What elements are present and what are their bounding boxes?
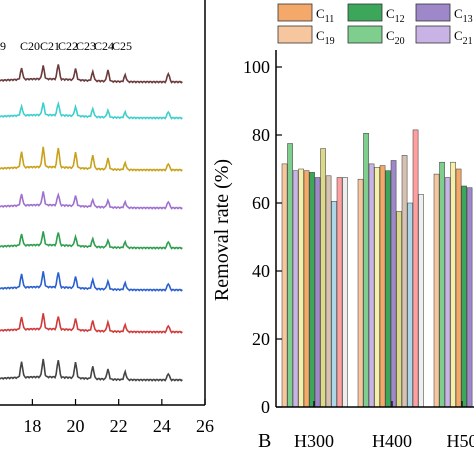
bar xyxy=(450,161,456,408)
legend-label: C12 xyxy=(386,6,405,25)
bar xyxy=(401,155,408,408)
chromatogram-trace xyxy=(0,191,183,210)
peak-label: C21 xyxy=(40,39,60,53)
x-tick-label: 22 xyxy=(110,416,128,436)
x-tick-label: 26 xyxy=(196,416,214,436)
bar xyxy=(385,170,391,408)
bar xyxy=(412,129,419,408)
x-category-label: H300 xyxy=(294,431,334,451)
x-tick-label: 20 xyxy=(67,416,85,436)
chromatogram-trace xyxy=(0,146,183,172)
y-tick-label: 80 xyxy=(252,125,270,145)
bar xyxy=(303,170,310,408)
peak-label: C20 xyxy=(20,39,40,53)
x-tick-label: 24 xyxy=(153,416,171,436)
y-tick-label: 60 xyxy=(252,193,270,213)
legend-swatch xyxy=(277,25,313,44)
bar xyxy=(298,168,304,408)
x-category-label: H400 xyxy=(372,431,412,451)
bar xyxy=(461,185,467,408)
legend-label: C20 xyxy=(386,28,405,47)
bar xyxy=(433,173,440,408)
y-tick-label: 0 xyxy=(261,397,270,417)
bar xyxy=(379,165,386,408)
bar xyxy=(287,143,293,408)
y-tick-label: 40 xyxy=(252,261,270,281)
left-x-ticks: 18 20 22 24 26 xyxy=(23,399,214,436)
peak-label: 9 xyxy=(0,39,6,53)
y-tick-label: 100 xyxy=(243,57,270,77)
peak-label: C23 xyxy=(76,39,96,53)
chromatogram-trace xyxy=(0,313,183,334)
x-category-label: H50 xyxy=(447,431,474,451)
bar xyxy=(309,172,315,408)
bar xyxy=(342,177,348,408)
legend-swatch xyxy=(347,3,383,22)
legend-swatch xyxy=(415,25,451,44)
chromatogram-trace xyxy=(0,100,183,120)
bar xyxy=(357,178,364,408)
y-axis-title: Removal rate (%) xyxy=(211,159,233,301)
bar xyxy=(363,133,369,408)
bar xyxy=(407,202,413,408)
bar xyxy=(325,175,332,408)
legend: C11 C12 C13 C19 C20 C21 xyxy=(277,3,473,47)
legend-swatch xyxy=(347,25,383,44)
chromatogram-trace xyxy=(0,231,183,250)
peak-label: C24 xyxy=(94,39,114,53)
bar xyxy=(320,148,326,408)
chromatogram-trace xyxy=(0,358,183,382)
legend-label: C19 xyxy=(316,28,335,47)
chromatogram-trace xyxy=(0,64,183,84)
bar xyxy=(374,167,380,408)
bar xyxy=(396,211,402,408)
x-tick-label: 18 xyxy=(23,416,41,436)
right-x-ticks: H300 H400 H50 xyxy=(294,401,474,451)
bar-series xyxy=(281,129,473,408)
y-tick-label: 20 xyxy=(252,329,270,349)
right-y-ticks: 0 20 40 60 80 100 xyxy=(243,57,282,417)
legend-swatch xyxy=(277,3,313,22)
legend-label: C11 xyxy=(316,6,334,25)
bar xyxy=(444,177,451,408)
bar xyxy=(314,177,321,408)
peak-label: C25 xyxy=(112,39,132,53)
bar xyxy=(336,177,343,408)
chromatogram-traces xyxy=(0,64,183,382)
bar xyxy=(466,187,473,408)
removal-rate-panel: 0 20 40 60 80 100 H300 H400 H50 Removal rate (%… xyxy=(211,3,474,452)
bar xyxy=(439,161,445,408)
panel-letter: B xyxy=(258,430,271,452)
bar xyxy=(292,170,299,408)
bar xyxy=(390,160,397,408)
bar xyxy=(368,163,375,408)
bar xyxy=(281,163,288,408)
legend-label: C13 xyxy=(454,6,473,25)
chromatogram-trace xyxy=(0,271,183,292)
bar xyxy=(455,168,462,408)
bar xyxy=(331,201,337,408)
legend-swatch xyxy=(415,3,451,22)
bar xyxy=(418,194,424,408)
legend-label: C21 xyxy=(454,28,473,47)
peak-label: C22 xyxy=(58,39,78,53)
